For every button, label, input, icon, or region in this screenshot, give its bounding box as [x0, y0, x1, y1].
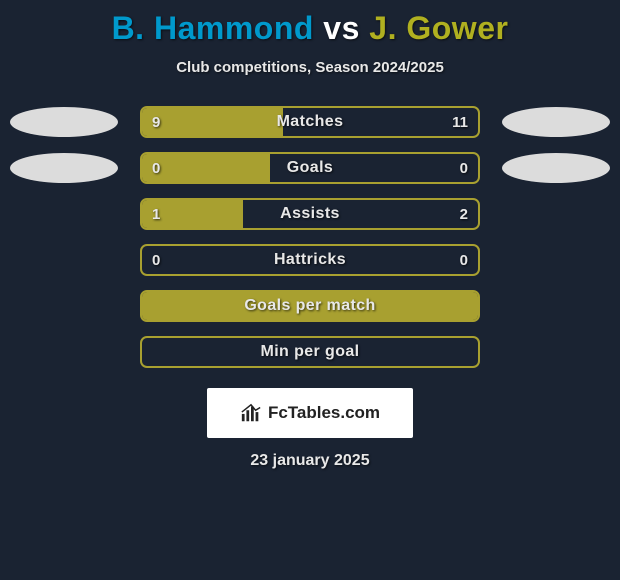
stats-container: Matches911Goals00Assists12Hattricks00Goa…	[0, 106, 620, 368]
player1-badge	[10, 107, 118, 137]
stat-row: Matches9 11	[0, 106, 620, 138]
stat-bar: Min per goal	[140, 336, 480, 368]
subtitle: Club competitions, Season 2024/2025	[0, 59, 620, 76]
stat-label: Goals	[142, 154, 478, 182]
comparison-title: B. Hammond vs J. Gower	[0, 0, 620, 47]
stat-label: Min per goal	[142, 338, 478, 366]
stat-label: Matches	[142, 108, 478, 136]
stat-bar: Goals per match	[140, 290, 480, 322]
stat-right-value: 0	[460, 246, 468, 274]
stat-bar: Hattricks0 0	[140, 244, 480, 276]
date-label: 23 january 2025	[0, 452, 620, 470]
stat-right-value: 11	[452, 108, 468, 136]
stat-right-value: 0	[460, 154, 468, 182]
player1-name: B. Hammond	[112, 10, 314, 46]
player2-badge	[502, 153, 610, 183]
player2-name: J. Gower	[369, 10, 508, 46]
stat-row: Goals per match	[0, 290, 620, 322]
logo-text: FcTables.com	[268, 403, 380, 423]
stat-row: Hattricks0 0	[0, 244, 620, 276]
stat-label: Goals per match	[142, 292, 478, 320]
stat-bar: Goals0 0	[140, 152, 480, 184]
vs-text: vs	[323, 10, 360, 46]
player1-badge	[10, 153, 118, 183]
stat-label: Assists	[142, 200, 478, 228]
player2-badge	[502, 107, 610, 137]
stat-left-value: 0	[152, 154, 160, 182]
stat-right-value: 2	[460, 200, 468, 228]
stat-bar: Matches9 11	[140, 106, 480, 138]
stat-row: Min per goal	[0, 336, 620, 368]
fctables-logo[interactable]: FcTables.com	[207, 388, 413, 438]
stat-left-value: 9	[152, 108, 160, 136]
stat-label: Hattricks	[142, 246, 478, 274]
stat-row: Goals0 0	[0, 152, 620, 184]
stat-bar: Assists1 2	[140, 198, 480, 230]
bars-chart-icon	[240, 402, 262, 424]
stat-left-value: 0	[152, 246, 160, 274]
stat-left-value: 1	[152, 200, 160, 228]
stat-row: Assists1 2	[0, 198, 620, 230]
